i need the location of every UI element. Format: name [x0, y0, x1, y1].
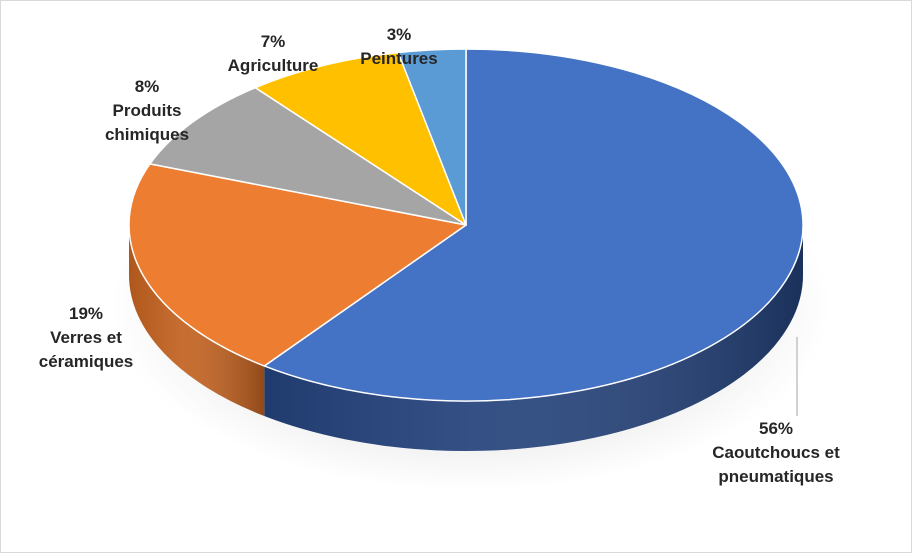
pie-slice-2: [149, 86, 467, 226]
pie-slice-1: [128, 163, 467, 367]
pie-tops: [128, 48, 804, 402]
data-label-category: Caoutchoucs et: [712, 443, 840, 462]
data-label-percent: 3%: [387, 25, 412, 44]
data-label-4: 3% Peintures: [360, 25, 437, 68]
data-label-0: 56% Caoutchoucs et pneumatiques: [712, 419, 840, 486]
data-label-category: Agriculture: [228, 56, 319, 75]
pie-sides: [129, 225, 803, 452]
data-label-1: 19% Verres et céramiques: [39, 304, 134, 371]
data-label-category: Produits: [113, 101, 182, 120]
data-label-percent: 7%: [261, 32, 286, 51]
pie-slice-0: [263, 48, 804, 402]
data-label-percent: 19%: [69, 304, 103, 323]
data-label-category: Peintures: [360, 49, 437, 68]
data-label-category: chimiques: [105, 125, 189, 144]
pie-slice-4: [397, 48, 467, 226]
data-label-category: pneumatiques: [718, 467, 833, 486]
data-label-category: Verres et: [50, 328, 122, 347]
data-label-2: 8% Produits chimiques: [105, 77, 189, 144]
data-label-3: 7% Agriculture: [228, 32, 319, 75]
data-labels: 56% Caoutchoucs et pneumatiques 19% Verres e…: [39, 25, 840, 486]
pie-slice-3: [254, 51, 467, 226]
pie-side-shading-1: [129, 225, 265, 416]
pie-side-shading-0: [264, 225, 803, 452]
data-label-percent: 56%: [759, 419, 793, 438]
data-label-percent: 8%: [135, 77, 160, 96]
data-label-category: céramiques: [39, 352, 134, 371]
